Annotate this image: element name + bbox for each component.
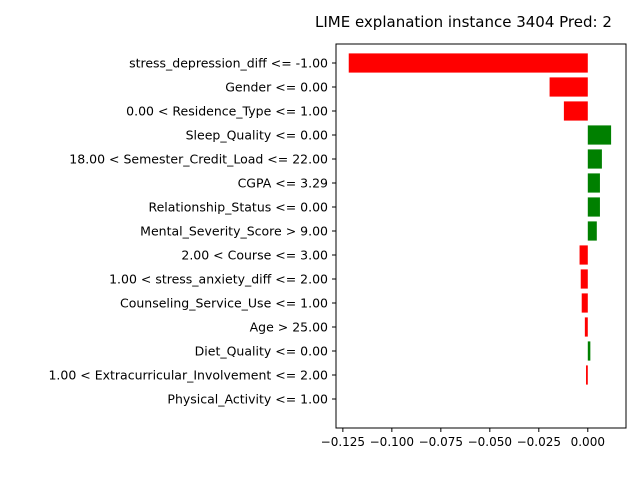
bar-8: [579, 245, 588, 265]
x-ticks-group: −0.125 −0.100 −0.075 −0.050 −0.025 0.000: [321, 428, 605, 449]
y-label-10: Counseling_Service_Use <= 1.00: [120, 296, 328, 311]
x-tick-label-3: −0.050: [468, 435, 512, 449]
bar-1: [549, 77, 588, 97]
bar-9: [580, 269, 588, 289]
bar-10: [581, 293, 588, 313]
bar-7: [587, 221, 597, 241]
x-tick-label-1: −0.100: [370, 435, 414, 449]
y-label-1: Gender <= 0.00: [225, 80, 328, 95]
bar-6: [587, 197, 600, 217]
x-tick-label-2: −0.075: [419, 435, 463, 449]
y-label-11: Age > 25.00: [250, 320, 328, 335]
x-tick-label-5: 0.000: [571, 435, 605, 449]
y-label-0: stress_depression_diff <= -1.00: [129, 56, 328, 71]
bar-0: [348, 53, 588, 73]
x-tick-label-0: −0.125: [321, 435, 365, 449]
y-label-2: 0.00 < Residence_Type <= 1.00: [126, 104, 328, 119]
y-label-3: Sleep_Quality <= 0.00: [186, 128, 328, 143]
plot-frame: [335, 43, 627, 429]
y-label-8: 2.00 < Course <= 3.00: [181, 248, 328, 263]
bar-3: [587, 125, 612, 145]
bar-13: [586, 365, 588, 385]
x-tick-label-4: −0.025: [517, 435, 561, 449]
y-label-6: Relationship_Status <= 0.00: [148, 200, 328, 215]
y-label-13: 1.00 < Extracurricular_Involvement <= 2.…: [48, 368, 328, 383]
bar-5: [587, 173, 600, 193]
y-label-4: 18.00 < Semester_Credit_Load <= 22.00: [69, 152, 328, 167]
bar-11: [584, 317, 588, 337]
y-label-5: CGPA <= 3.29: [238, 176, 328, 191]
y-label-14: Physical_Activity <= 1.00: [167, 392, 328, 407]
y-labels-group: stress_depression_diff <= -1.00 Gender <=…: [48, 56, 336, 407]
y-label-7: Mental_Severity_Score > 9.00: [140, 224, 328, 239]
y-label-9: 1.00 < stress_anxiety_diff <= 2.00: [109, 272, 328, 287]
chart-title: LIME explanation instance 3404 Pred: 2: [315, 13, 612, 31]
bar-4: [587, 149, 602, 169]
bars-group: [348, 53, 612, 385]
bar-2: [563, 101, 588, 121]
y-label-12: Diet_Quality <= 0.00: [195, 344, 328, 359]
bar-12: [587, 341, 591, 361]
